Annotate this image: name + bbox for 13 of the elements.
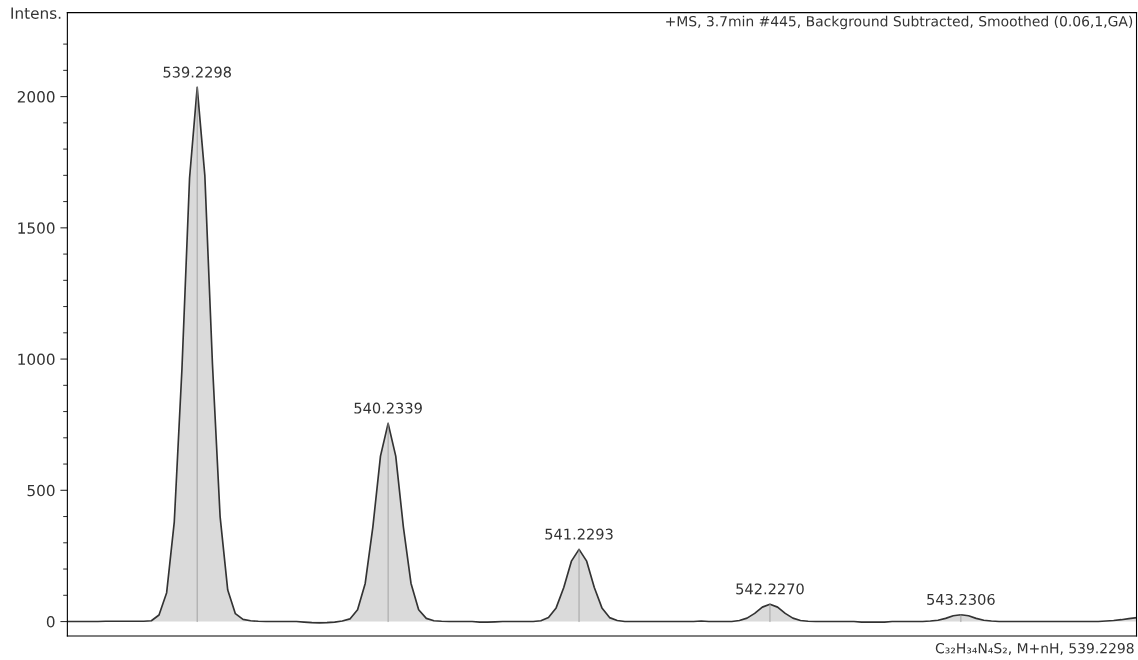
y-tick-label: 1000 xyxy=(18,353,55,366)
y-tick-label: 2000 xyxy=(17,91,55,103)
annotation: 542.2270 xyxy=(736,583,804,595)
annotation: 541.2293 xyxy=(545,528,613,540)
annotation: 539.2298 xyxy=(163,66,231,78)
y-axis-title: Intens. xyxy=(11,7,61,19)
text: C₃₂H₃₄N₄S₂, M+nH, 539.2298 xyxy=(935,642,1134,655)
y-tick-label: 500 xyxy=(27,484,55,497)
y-tick-label: 1500 xyxy=(18,222,55,234)
annotation: +MS, 3.7min #445, Background Subtracted, Smoothed (0.06,1,GA) xyxy=(666,15,1133,30)
annotation: 543.2306 xyxy=(927,593,995,605)
y-tick-label: 0 xyxy=(46,616,55,628)
annotation: 540.2339 xyxy=(354,402,422,414)
